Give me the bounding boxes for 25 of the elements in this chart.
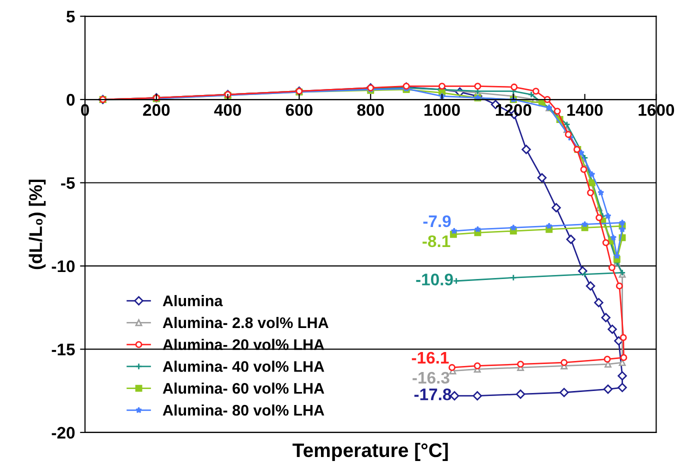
- legend-label: Alumina- 2.8 vol% LHA: [162, 316, 328, 328]
- y-tick-label: -15: [52, 344, 75, 356]
- x-axis-title: Temperature [°C]: [292, 442, 448, 461]
- legend-label: Alumina- 80 vol% LHA: [162, 404, 324, 416]
- y-axis-title: (dL/L₀) [%]: [28, 180, 46, 270]
- x-tick-label: 600: [286, 104, 312, 116]
- annotation: -17.8: [414, 388, 452, 400]
- x-tick-label: 400: [214, 104, 242, 116]
- legend-label: Alumina- 60 vol% LHA: [162, 382, 324, 394]
- x-tick-label: 800: [357, 104, 384, 116]
- y-tick-label: -20: [52, 426, 75, 439]
- legend-label: Alumina: [162, 295, 223, 306]
- y-tick-label: -5: [61, 177, 75, 189]
- annotation: -16.1: [412, 352, 449, 364]
- y-tick-label: 0: [66, 94, 75, 106]
- x-tick-label: 200: [143, 104, 170, 116]
- x-tick-label: 1000: [424, 104, 460, 116]
- legend-label: Alumina- 40 vol% LHA: [162, 360, 324, 372]
- y-tick-label: -10: [52, 260, 75, 272]
- y-tick-label: 5: [66, 10, 75, 22]
- annotation: -16.3: [412, 372, 450, 384]
- annotation: -10.9: [416, 274, 453, 286]
- x-tick-label: 1400: [567, 104, 603, 116]
- annotation: -8.1: [422, 235, 450, 248]
- annotation: -7.9: [423, 215, 451, 228]
